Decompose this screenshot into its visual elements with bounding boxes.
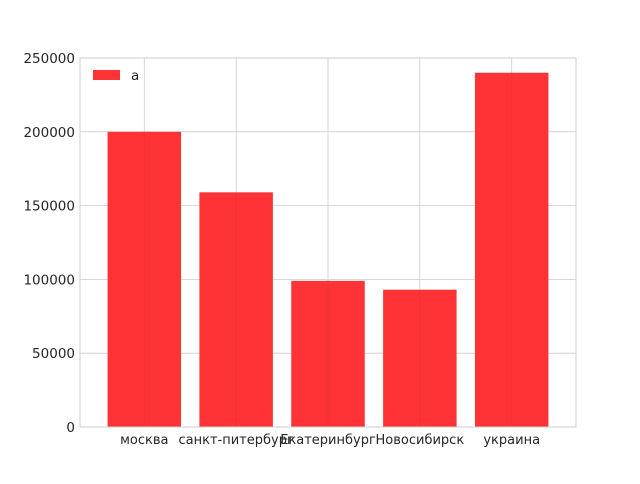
legend-label: a xyxy=(131,68,139,84)
bar xyxy=(383,289,457,427)
x-tick-label: москва xyxy=(120,433,168,448)
y-axis-ticks: 0 50000 100000 150000 200000 250000 xyxy=(23,51,75,436)
legend-swatch xyxy=(93,70,120,80)
bar xyxy=(107,131,182,428)
bar xyxy=(291,280,365,427)
y-tick-label: 250000 xyxy=(23,51,75,67)
x-tick-label: Новосибирск xyxy=(376,433,465,448)
y-tick-label: 0 xyxy=(66,420,75,436)
legend: a xyxy=(93,68,139,84)
plot-frame xyxy=(79,57,577,428)
y-tick-label: 200000 xyxy=(23,125,75,141)
bar xyxy=(474,72,549,427)
y-tick-label: 100000 xyxy=(23,272,75,288)
x-tick-label: Екатеринбург xyxy=(280,433,376,448)
x-tick-label: украина xyxy=(483,433,540,448)
x-tick-label: санкт-питербург xyxy=(178,433,293,448)
bars xyxy=(107,72,549,428)
y-tick-label: 150000 xyxy=(23,199,75,215)
y-tick-label: 50000 xyxy=(32,346,75,362)
bar xyxy=(199,192,273,427)
